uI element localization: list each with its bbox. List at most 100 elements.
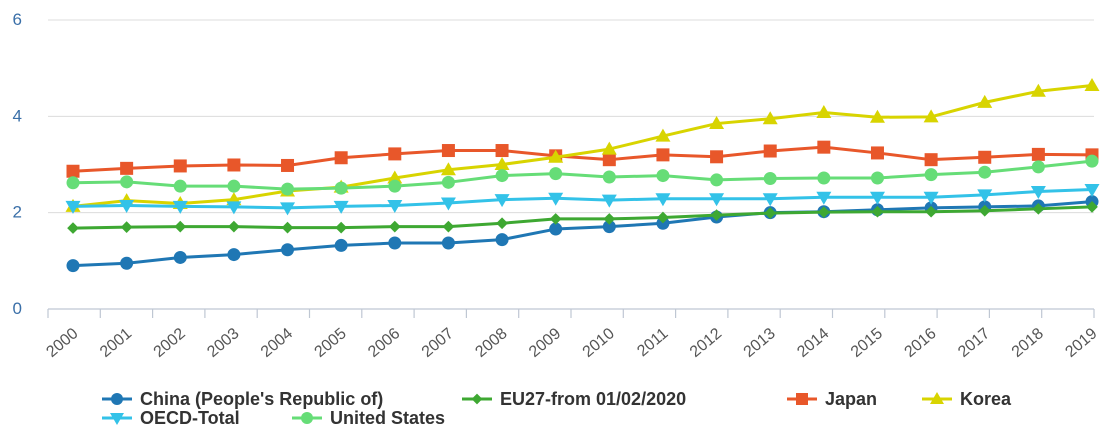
data-point [869,109,885,123]
data-point [495,233,509,247]
data-point [173,179,187,193]
data-point [441,175,455,189]
data-point [817,206,830,219]
data-point [1085,154,1099,168]
data-point [281,243,295,257]
data-point [762,193,778,207]
data-point [549,167,563,181]
data-point [548,192,564,206]
data-point [978,150,992,164]
y-tick-label: 6 [13,10,22,29]
x-tick-label: 2010 [580,325,618,361]
data-point [709,116,725,130]
data-point [1030,83,1046,97]
data-point [387,170,403,184]
data-point [655,193,671,207]
series-line [72,159,1093,191]
x-tick-label: 2013 [741,325,779,361]
series-layer [65,78,1100,273]
data-point [67,222,79,234]
legend-item[interactable]: Korea [922,389,1012,409]
x-tick-label: 2006 [365,325,403,361]
data-point [817,140,831,154]
legend-item[interactable]: EU27-from 01/02/2020 [462,389,686,409]
y-tick-label: 0 [13,299,22,318]
legend-label: United States [330,408,445,428]
data-point [977,189,993,203]
data-point [65,200,81,214]
x-tick-label: 2017 [955,325,993,361]
data-point [387,199,403,213]
data-point [870,146,884,160]
data-point [441,236,455,250]
data-point [388,147,402,161]
data-point [334,238,348,252]
data-point [710,209,723,221]
legend-label: EU27-from 01/02/2020 [500,389,686,409]
data-point [227,179,241,193]
data-point [388,220,401,233]
data-point [925,205,937,218]
series-line [72,200,1093,268]
series-line [72,145,1093,173]
data-point [173,250,187,264]
data-point [817,171,831,185]
data-point [281,158,295,172]
data-point [764,207,777,219]
data-point [602,153,616,167]
data-point [710,150,724,164]
data-point [763,144,777,158]
data-point [333,200,349,214]
data-point [388,236,402,250]
legend-item[interactable]: OECD-Total [102,408,240,428]
data-point [603,213,616,225]
data-point [796,393,808,405]
legend-item[interactable]: United States [292,408,445,428]
x-tick-label: 2016 [901,325,939,361]
data-point [471,393,483,405]
data-point [709,193,725,207]
series-3 [65,78,1100,212]
series-line [72,188,1093,210]
series-2 [66,140,1099,178]
x-tick-label: 2008 [472,325,510,361]
y-axis: 0 2 4 6 [13,10,22,318]
data-point [924,153,938,167]
data-point [111,393,123,405]
data-point [978,165,992,179]
data-point [120,256,134,270]
data-point [548,149,564,163]
data-point [301,412,313,424]
data-point [281,221,294,234]
legend-item[interactable]: China (People's Republic of) [102,389,383,409]
x-tick-label: 2005 [312,325,350,361]
data-point [120,221,133,233]
data-point [66,259,80,273]
y-tick-label: 2 [13,203,22,222]
data-point [549,222,563,236]
data-point [442,220,455,233]
data-point [763,171,777,185]
series-4 [65,184,1100,216]
data-point [762,111,778,125]
data-point [816,104,832,118]
x-tick-label: 2000 [43,325,81,361]
series-line [72,205,1093,230]
data-point [655,128,671,142]
data-point [1031,147,1045,161]
data-point [495,144,509,158]
data-point [334,151,348,165]
data-point [120,161,134,175]
x-tick-label: 2007 [419,325,457,361]
data-point [334,181,348,195]
data-point [440,197,456,211]
x-axis: 2000 2001 2002 2003 2004 2005 2006 2007 2008 2009… [43,308,1101,361]
data-point [1031,160,1045,174]
data-point [281,182,295,196]
data-point [228,220,240,233]
x-tick-label: 2014 [794,325,832,361]
data-point [66,176,80,190]
data-point [656,148,670,162]
data-point [923,191,939,205]
legend-item[interactable]: Japan [787,389,877,409]
